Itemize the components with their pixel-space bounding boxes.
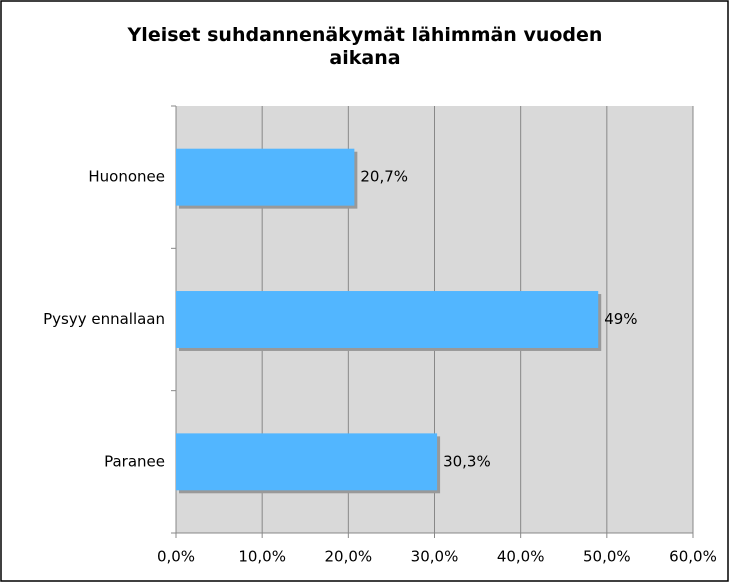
y-tick-label: Pysyy ennallaan <box>43 310 165 328</box>
bar <box>176 291 599 348</box>
x-tick-label: 20,0% <box>325 548 373 566</box>
x-tick-label: 50,0% <box>583 548 631 566</box>
x-tick-label: 0,0% <box>157 548 195 566</box>
x-tick-label: 30,0% <box>411 548 459 566</box>
data-label: 20,7% <box>360 168 408 186</box>
data-label: 49% <box>604 310 637 328</box>
bar <box>176 433 438 491</box>
y-tick-label: Huononee <box>88 168 165 186</box>
bar <box>176 148 355 206</box>
x-tick-label: 10,0% <box>238 548 286 566</box>
x-tick-label: 60,0% <box>669 548 717 566</box>
x-tick-label: 40,0% <box>497 548 545 566</box>
chart-title: Yleiset suhdannenäkymät lähimmän vuoden … <box>127 24 603 69</box>
y-tick-label: Paranee <box>104 452 165 470</box>
data-label: 30,3% <box>443 452 491 470</box>
